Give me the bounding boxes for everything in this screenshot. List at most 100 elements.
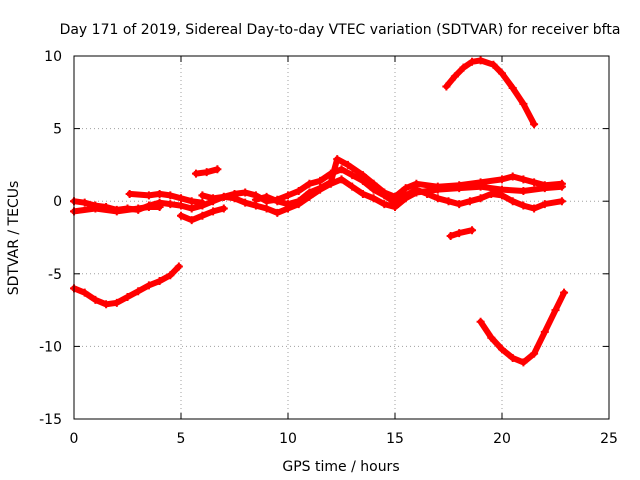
data-point-arc-1-6 — [134, 287, 143, 296]
data-point-arc-4-1 — [144, 191, 153, 200]
data-point-arc-3-3 — [134, 204, 143, 213]
data-point-arc-11-4 — [519, 358, 528, 367]
data-point-arc-9-2 — [468, 226, 477, 235]
y-tick-label-3: 0 — [53, 194, 62, 210]
data-point-arc-5-10 — [305, 179, 314, 188]
data-point-arc-8-24 — [557, 179, 566, 188]
data-point-arc-4-6 — [198, 198, 207, 207]
data-point-arc-5-33 — [557, 197, 566, 206]
y-tick-label-5: 10 — [44, 49, 62, 65]
data-point-arc-3-1 — [91, 204, 100, 213]
data-point-arc-2-10 — [177, 201, 185, 210]
data-point-arc-4-4 — [177, 194, 185, 203]
data-point-arc-5-25 — [465, 197, 474, 206]
data-point-arc-5-1 — [209, 194, 218, 203]
data-point-arc-5-8 — [284, 191, 292, 200]
data-point-arc-8-12 — [380, 188, 389, 197]
data-point-arc-5-30 — [519, 201, 528, 210]
data-point-arc-2-16 — [241, 198, 250, 207]
series-arc-8 — [251, 155, 566, 209]
data-point-arc-5-9 — [294, 187, 303, 196]
data-point-arc-7-2 — [213, 165, 222, 174]
data-point-arc-10-0 — [442, 82, 451, 91]
data-point-arc-9-0 — [446, 232, 455, 241]
series-arc-4 — [125, 189, 207, 207]
data-point-arc-4-0 — [125, 189, 134, 198]
data-point-arc-5-11 — [316, 176, 325, 185]
data-point-arc-7-1 — [202, 168, 211, 177]
plot-frame — [73, 55, 610, 420]
data-point-arc-11-2 — [498, 345, 506, 354]
series-arc-10 — [442, 56, 539, 129]
data-point-arc-1-8 — [155, 277, 164, 286]
data-point-arc-11-3 — [508, 354, 517, 363]
data-point-arc-5-31 — [530, 204, 539, 213]
data-point-arc-8-17 — [455, 181, 464, 190]
tick-labels: 0 5 10 15 20 25 -15 -10 -5 0 5 10 — [39, 49, 618, 447]
x-tick-label-2: 10 — [279, 431, 297, 447]
y-axis-label: SDTVAR / TECUs — [6, 181, 22, 296]
data-point-arc-10-4 — [476, 56, 485, 65]
data-point-arc-5-4 — [241, 188, 250, 197]
data-point-arc-5-21 — [423, 189, 432, 198]
data-point-arc-8-5 — [305, 188, 314, 197]
data-point-arc-1-10 — [174, 262, 183, 271]
data-point-arc-8-1 — [262, 192, 271, 201]
data-point-arc-5-27 — [487, 189, 496, 198]
data-point-arc-2-27 — [358, 189, 367, 198]
data-point-arc-11-7 — [551, 306, 560, 315]
data-point-arc-4-5 — [187, 197, 196, 206]
data-point-arc-2-28 — [369, 194, 378, 203]
x-tick-label-4: 20 — [493, 431, 511, 447]
data-point-arc-2-19 — [273, 208, 282, 217]
data-point-arc-3-5 — [155, 203, 164, 212]
data-point-arc-4-3 — [166, 191, 175, 200]
data-point-arc-8-18 — [476, 178, 485, 187]
data-point-arc-5-28 — [498, 191, 506, 200]
data-point-arc-8-20 — [508, 172, 517, 181]
data-point-arc-8-7 — [326, 178, 335, 187]
data-point-arc-10-6 — [498, 69, 506, 78]
data-point-arc-11-5 — [530, 349, 539, 358]
data-point-arc-2-18 — [262, 204, 271, 213]
data-point-arc-8-14 — [401, 184, 410, 193]
data-point-arc-10-9 — [530, 120, 539, 129]
data-point-arc-10-8 — [519, 99, 528, 108]
data-point-arc-1-7 — [144, 281, 153, 290]
data-point-arc-2-25 — [337, 175, 346, 184]
data-point-arc-2-1 — [80, 198, 89, 207]
data-point-arc-5-0 — [198, 191, 207, 200]
data-point-arc-8-3 — [284, 200, 292, 209]
data-point-arc-8-2 — [273, 197, 282, 206]
data-point-arc-8-11 — [369, 179, 378, 188]
data-point-arc-5-14 — [348, 171, 357, 180]
x-tick-label-5: 25 — [600, 431, 618, 447]
data-point-arc-5-3 — [230, 189, 239, 198]
grid — [74, 56, 609, 419]
data-point-arc-8-4 — [294, 197, 303, 206]
x-tick-label-0: 0 — [70, 431, 79, 447]
data-point-arc-5-23 — [444, 197, 453, 206]
data-point-arc-1-4 — [112, 298, 121, 307]
data-point-arc-10-5 — [489, 60, 498, 69]
data-point-arc-8-10 — [358, 171, 367, 180]
data-point-arc-3-2 — [112, 207, 121, 216]
y-tick-label-4: 5 — [53, 122, 62, 138]
series-arc-1 — [70, 262, 183, 309]
chart-title: Day 171 of 2019, Sidereal Day-to-day VTE… — [60, 22, 621, 38]
y-tick-label-0: -15 — [39, 412, 62, 428]
data-point-arc-4-2 — [155, 189, 164, 198]
data-point-arc-2-26 — [348, 182, 357, 191]
data-point-arc-8-23 — [540, 181, 549, 190]
data-point-arc-5-32 — [540, 200, 549, 209]
data-point-arc-8-9 — [343, 160, 352, 169]
data-point-arc-8-15 — [412, 179, 421, 188]
data-point-arc-8-16 — [433, 182, 442, 191]
data-point-arc-9-1 — [455, 229, 464, 238]
data-point-arc-2-37 — [519, 187, 528, 196]
series-arc-7 — [191, 165, 222, 178]
data-point-arc-10-7 — [508, 83, 517, 92]
data-point-arc-8-13 — [391, 192, 399, 201]
data-point-arc-11-8 — [560, 288, 569, 297]
